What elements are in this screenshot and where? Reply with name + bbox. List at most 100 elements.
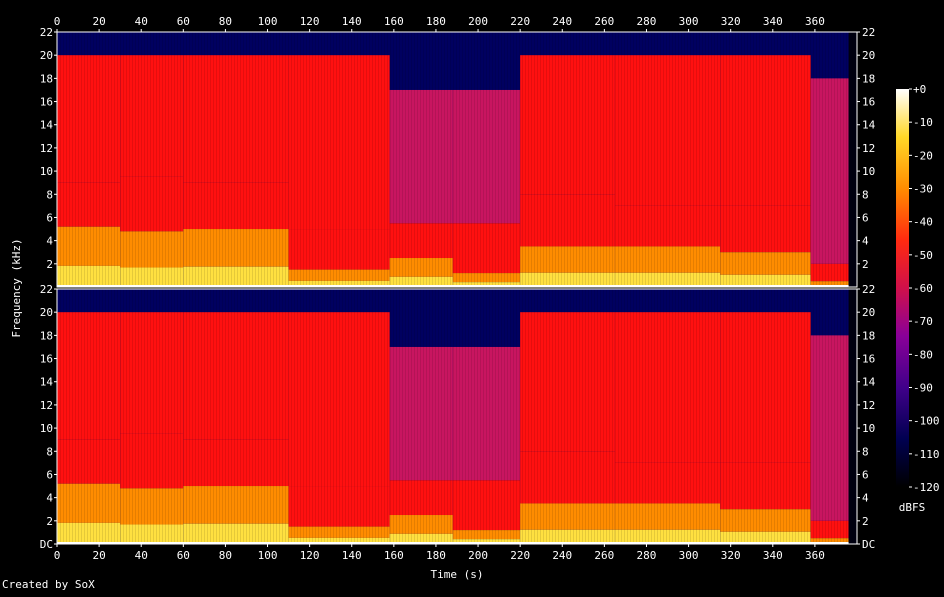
x-tick-label-top: 20 [92,15,105,28]
y-tick-label-right: DC [862,538,875,551]
x-tick-label: 360 [805,549,825,562]
y-tick-label: 12 [40,142,53,155]
x-tick-label-top: 300 [679,15,699,28]
y-tick-label: 22 [40,283,53,296]
y-tick-label-right: 20 [862,306,875,319]
x-tick-label-top: 120 [300,15,320,28]
credit-text: Created by SoX [2,578,95,591]
x-tick-label: 20 [92,549,105,562]
y-tick-label: 8 [46,445,53,458]
y-tick-label: 16 [40,96,53,109]
y-tick-label: 22 [40,26,53,39]
texture-overlay [57,32,857,287]
channel-frame [56,288,858,545]
x-tick-label-top: 160 [384,15,404,28]
x-tick-label-top: 240 [552,15,572,28]
y-tick-label-right: 18 [862,329,875,342]
x-tick-label-top: 260 [594,15,614,28]
y-tick-label: 2 [46,258,53,271]
x-tick-label: 100 [258,549,278,562]
channel-frame [56,31,858,288]
y-tick-label: 4 [46,492,53,505]
x-tick-label: 120 [300,549,320,562]
x-tick-label: 180 [426,549,446,562]
x-tick-label-top: 180 [426,15,446,28]
x-tick-label-top: 0 [54,15,61,28]
x-tick-label-top: 80 [219,15,232,28]
y-tick-label: DC [40,538,53,551]
y-tick-label-right: 6 [862,468,869,481]
x-tick-label: 60 [177,549,190,562]
y-tick-label-right: 10 [862,422,875,435]
x-tick-label: 320 [721,549,741,562]
y-axis-label: Frequency (kHz) [10,238,23,337]
texture-overlay [57,289,857,544]
x-tick-label: 340 [763,549,783,562]
x-tick-label-top: 340 [763,15,783,28]
x-tick-label-top: 140 [342,15,362,28]
colorbar-tick-label: -20 [913,149,933,162]
x-tick-label: 300 [679,549,699,562]
y-tick-label-right: 12 [862,399,875,412]
y-tick-label: 18 [40,72,53,85]
colorbar: +0 -10 -20 -30 -40 -50 -60 -70 -80 -90 -100 -110 -12… [896,83,940,494]
x-tick-label: 0 [54,549,61,562]
y-tick-label: 4 [46,235,53,248]
y-tick-label-right: 8 [862,188,869,201]
y-tick-label: 10 [40,165,53,178]
y-tick-label-right: 6 [862,211,869,224]
y-tick-label: 16 [40,353,53,366]
x-tick-label-top: 360 [805,15,825,28]
colorbar-tick-label: -60 [913,282,933,295]
x-tick-label-top: 40 [135,15,148,28]
x-tick-label: 140 [342,549,362,562]
y-tick-label: 6 [46,468,53,481]
colorbar-label: dBFS [899,501,926,514]
y-tick-label-right: 18 [862,72,875,85]
y-tick-label: 10 [40,422,53,435]
x-tick-label-top: 320 [721,15,741,28]
y-tick-label: 12 [40,399,53,412]
x-tick-label: 160 [384,549,404,562]
y-tick-label: 2 [46,515,53,528]
y-tick-label-right: 2 [862,515,869,528]
y-tick-label-right: 2 [862,258,869,271]
x-axis-label: Time (s) [431,568,484,581]
colorbar-tick-label: -110 [913,448,940,461]
colorbar-gradient [896,89,909,487]
x-tick-label-top: 220 [510,15,530,28]
y-tick-label-right: 16 [862,96,875,109]
colorbar-tick-label: -70 [913,315,933,328]
x-tick-label: 80 [219,549,232,562]
colorbar-tick-label: -40 [913,216,933,229]
y-tick-label: 18 [40,329,53,342]
y-tick-label-right: 4 [862,492,869,505]
colorbar-tick-label: +0 [913,83,926,96]
colorbar-tick-label: -50 [913,249,933,262]
x-tick-label: 280 [637,549,657,562]
y-tick-label: 20 [40,306,53,319]
y-tick-label-right: 14 [862,119,876,132]
y-tick-label: 6 [46,211,53,224]
colorbar-tick-label: -90 [913,382,933,395]
colorbar-tick-label: -30 [913,183,933,196]
colorbar-tick-label: -120 [913,481,940,494]
colorbar-tick-label: -10 [913,116,933,129]
x-tick-label: 240 [552,549,572,562]
y-tick-label: 14 [40,376,54,389]
x-tick-label: 260 [594,549,614,562]
x-tick-label-top: 60 [177,15,190,28]
y-tick-label-right: 8 [862,445,869,458]
y-tick-label-right: 10 [862,165,875,178]
x-tick-label-top: 200 [468,15,488,28]
x-tick-label: 200 [468,549,488,562]
x-tick-label: 220 [510,549,530,562]
channel-top [56,31,858,288]
channel-bottom [56,288,858,545]
x-tick-label-top: 100 [258,15,278,28]
y-tick-label-right: 12 [862,142,875,155]
y-tick-label-right: 22 [862,283,875,296]
y-tick-label-right: 22 [862,26,875,39]
